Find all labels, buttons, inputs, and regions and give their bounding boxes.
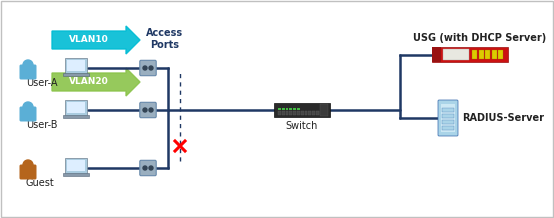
Circle shape	[23, 160, 33, 170]
Text: Access
Ports: Access Ports	[146, 28, 183, 50]
Bar	[442, 114, 454, 118]
Bar	[491, 51, 496, 60]
Bar	[67, 160, 85, 171]
Bar	[67, 60, 85, 71]
Bar	[442, 126, 454, 130]
Bar	[274, 103, 330, 117]
Bar	[442, 109, 454, 112]
FancyArrow shape	[52, 26, 140, 54]
Bar	[485, 51, 490, 60]
FancyBboxPatch shape	[19, 65, 37, 80]
Bar	[67, 102, 85, 113]
Circle shape	[23, 60, 33, 70]
Bar	[293, 108, 296, 110]
Text: Guest: Guest	[26, 178, 55, 188]
Bar	[289, 111, 292, 115]
Bar	[301, 111, 304, 115]
Bar	[282, 111, 285, 115]
Bar	[297, 108, 300, 110]
Bar	[63, 173, 89, 176]
Bar	[286, 111, 289, 115]
Bar	[442, 121, 454, 124]
Circle shape	[143, 166, 147, 170]
Bar	[312, 111, 315, 115]
FancyBboxPatch shape	[140, 60, 156, 76]
Bar	[441, 104, 455, 132]
Bar	[278, 111, 281, 115]
Bar	[289, 108, 292, 110]
FancyBboxPatch shape	[19, 165, 37, 179]
FancyBboxPatch shape	[438, 100, 458, 136]
Bar	[479, 51, 484, 60]
Bar	[309, 111, 311, 115]
Text: USG (with DHCP Server): USG (with DHCP Server)	[413, 33, 547, 43]
Bar	[65, 58, 87, 73]
FancyArrow shape	[52, 68, 140, 96]
Bar	[63, 73, 89, 76]
Bar	[316, 111, 319, 115]
Bar	[282, 108, 285, 110]
Bar	[65, 100, 87, 115]
Bar	[305, 111, 307, 115]
Bar	[443, 49, 469, 61]
Bar	[278, 108, 281, 110]
Bar	[293, 111, 296, 115]
Text: User-A: User-A	[26, 78, 58, 88]
Circle shape	[23, 102, 33, 112]
Bar	[320, 104, 328, 116]
Bar	[432, 48, 508, 63]
Bar	[320, 111, 322, 115]
Bar	[432, 48, 441, 63]
Text: User-B: User-B	[26, 120, 58, 130]
Circle shape	[149, 66, 153, 70]
FancyBboxPatch shape	[140, 102, 156, 118]
Bar	[63, 115, 89, 118]
Text: VLAN10: VLAN10	[69, 36, 109, 44]
Bar	[472, 51, 477, 60]
Circle shape	[143, 108, 147, 112]
Bar	[286, 108, 289, 110]
Circle shape	[143, 66, 147, 70]
Circle shape	[149, 166, 153, 170]
Bar	[297, 111, 300, 115]
Circle shape	[149, 108, 153, 112]
Text: Switch: Switch	[286, 121, 318, 131]
FancyBboxPatch shape	[19, 107, 37, 121]
FancyBboxPatch shape	[140, 160, 156, 176]
Text: RADIUS-Server: RADIUS-Server	[462, 113, 544, 123]
Bar	[65, 158, 87, 173]
Bar	[498, 51, 503, 60]
Text: VLAN20: VLAN20	[69, 78, 109, 87]
